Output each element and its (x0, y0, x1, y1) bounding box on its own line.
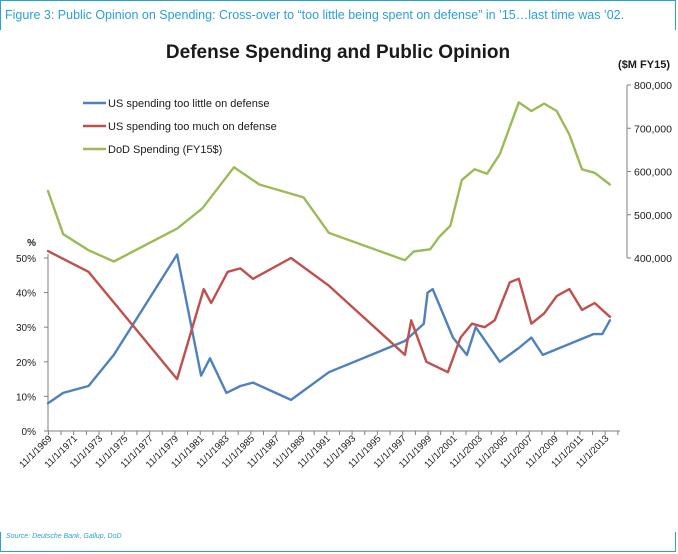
legend-label-2: US spending too much on defense (108, 121, 277, 133)
left-axis-tick-label: 0% (22, 427, 37, 438)
left-axis-unit-label: % (27, 238, 36, 249)
figure-footer-frame (0, 532, 676, 552)
axis-layer: 0% 10% 20% 30% 40% 50% 400,000 500,000 600,000 70… (16, 80, 672, 471)
right-axis-tick-label: 400,000 (634, 253, 672, 265)
left-axis-tick-label: 40% (16, 289, 36, 300)
legend-label-3: DoD Spending (FY15$) (108, 144, 222, 156)
right-axis-unit-label: ($M FY15) (618, 59, 670, 71)
left-axis-tick-label: 20% (16, 358, 36, 369)
right-axis-tick-label: 700,000 (634, 123, 672, 135)
legend-label-1: US spending too little on defense (108, 98, 269, 110)
right-axis-tick-label: 600,000 (634, 167, 672, 179)
legend: US spending too little on defense US spen… (83, 98, 277, 156)
right-axis-tick-label: 800,000 (634, 80, 672, 92)
left-axis-tick-label: 10% (16, 392, 36, 403)
right-axis-tick-label: 500,000 (634, 210, 672, 222)
figure-header-frame (0, 0, 676, 30)
series-layer (46, 101, 612, 405)
series-line-1 (46, 253, 612, 405)
chart-title: Defense Spending and Public Opinion (166, 42, 510, 63)
figure-caption: Figure 3: Public Opinion on Spending: Cr… (5, 8, 625, 22)
figure-source-note: Source: Deutsche Bank, Gallup, DoD (6, 533, 122, 540)
series-line-2 (46, 249, 612, 381)
series-line-3 (46, 101, 612, 263)
left-axis-tick-label: 50% (16, 254, 36, 265)
left-axis-tick-label: 30% (16, 323, 36, 334)
